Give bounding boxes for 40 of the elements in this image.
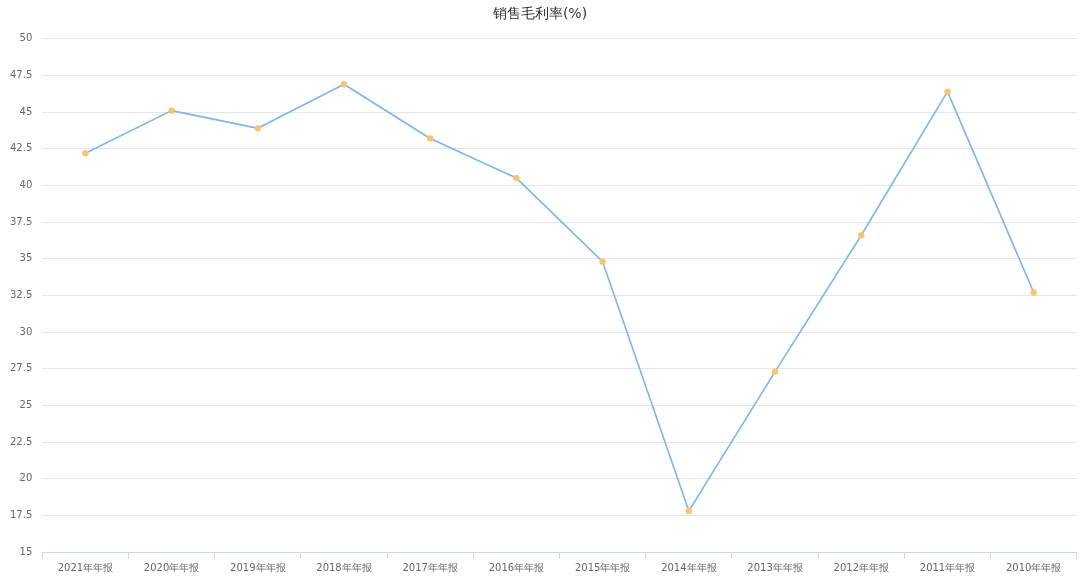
x-tick-label: 2010年年报	[1005, 561, 1062, 573]
y-tick-label: 37.5	[10, 215, 33, 227]
x-tick-label: 2011年年报	[919, 561, 976, 573]
y-tick-label: 45	[19, 105, 33, 117]
point	[771, 368, 779, 375]
x-tick-label: 2015年年报	[574, 561, 631, 573]
point	[599, 258, 606, 265]
point	[513, 174, 520, 182]
x-tick-label: 2012年年报	[833, 561, 889, 573]
x-tick-label: 2014年年报	[661, 561, 717, 573]
point	[944, 88, 951, 95]
y-tick-label: 47.5	[10, 69, 33, 81]
point	[1030, 289, 1037, 296]
y-tick-label: 32.5	[10, 288, 33, 300]
point	[254, 125, 261, 132]
point	[82, 149, 89, 157]
y-tick-label: 35	[19, 252, 33, 264]
x-tick-label: 2021年年报	[57, 561, 114, 573]
point	[427, 135, 434, 142]
point	[168, 107, 175, 114]
x-tick-label: 2019年年报	[230, 561, 286, 573]
y-tick-label: 40	[19, 179, 33, 191]
x-tick-label: 2016年年报	[488, 561, 545, 573]
point	[340, 81, 348, 88]
point	[685, 507, 693, 515]
y-tick-label: 20	[19, 472, 33, 484]
y-tick-label: 17.5	[10, 508, 33, 520]
y-tick-label: 50	[19, 32, 33, 44]
x-tick-label: 2013年年报	[747, 561, 803, 573]
y-tick-label: 42.5	[10, 142, 33, 154]
y-tick-label: 30	[19, 325, 33, 337]
x-tick-label: 2018年年报	[316, 561, 372, 573]
x-tick-label: 2017年年报	[402, 561, 458, 573]
y-tick-label: 22.5	[10, 435, 33, 447]
x-tick-label: 2020年年报	[143, 561, 200, 573]
y-tick-label: 15	[19, 545, 33, 557]
y-tick-label: 25	[19, 398, 33, 410]
y-tick-label: 27.5	[10, 362, 33, 374]
chart-title: 销售毛利率(%)	[491, 5, 588, 22]
point	[858, 232, 865, 239]
